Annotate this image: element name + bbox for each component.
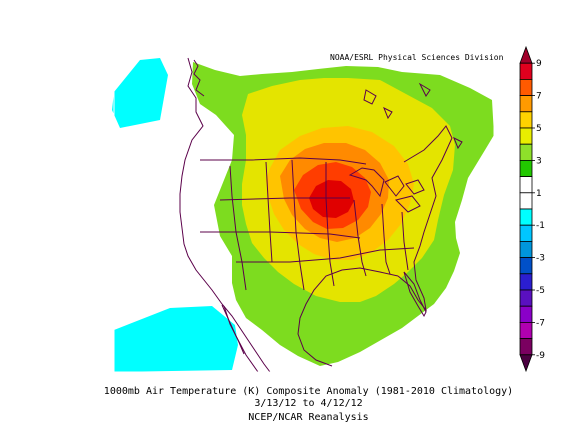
colorbar: 9 7 5 3 1 -1 -3 -5 -7 -9 [519, 45, 545, 373]
caption-dates: 3/13/12 to 4/12/12 [254, 398, 363, 409]
coastlines-and-borders [179, 57, 463, 373]
credit-text: NOAA/ESRL Physical Sciences Division [330, 53, 504, 62]
baja [223, 305, 245, 355]
colorbar-segment [519, 159, 533, 177]
colorbar-segment [519, 224, 533, 242]
colorbar-segment [519, 273, 533, 291]
colorbar-label: -5 [536, 286, 545, 296]
colorbar-segment [519, 257, 533, 275]
colorbar-label: -7 [536, 318, 545, 328]
colorbar-segment [519, 45, 533, 64]
colorbar-label: 3 [536, 156, 542, 166]
colorbar-label: 7 [536, 92, 542, 102]
gulf-coast [297, 267, 399, 367]
colorbar-label: -3 [536, 254, 545, 264]
alaska-panhandle [193, 59, 205, 97]
anomaly-zone-11-plus [309, 180, 354, 218]
caption-title: 1000mb Air Temperature (K) Composite Ano… [103, 386, 514, 397]
colorbar-segment [519, 240, 533, 258]
colorbar-segment [519, 127, 533, 145]
cold-anomaly-pacific-north [112, 58, 168, 128]
colorbar-segment [519, 79, 533, 97]
colorbar-label: 1 [536, 189, 542, 199]
colorbar-segment [519, 192, 533, 210]
colorbar-segment [519, 354, 533, 373]
colorbar-label: -9 [536, 351, 545, 361]
cold-anomaly-pacific-south [114, 306, 238, 372]
colorbar-segment [519, 95, 533, 113]
colorbar-segment [519, 176, 533, 194]
colorbar-label: -1 [536, 221, 545, 231]
colorbar-segment [519, 143, 533, 161]
state-grid-v7 [401, 211, 409, 271]
colorbar-segment [519, 338, 533, 356]
state-grid-v2 [265, 161, 273, 263]
map-frame [113, 44, 495, 373]
pacific-coastline [179, 57, 271, 373]
state-grid-v5 [353, 199, 367, 277]
colorbar-segment [519, 62, 533, 80]
state-grid-v6 [381, 203, 391, 275]
colorbar-segment [519, 289, 533, 307]
state-grid-v1 [229, 165, 247, 291]
state-grid-h1 [219, 197, 350, 201]
us-canada-border [200, 157, 367, 165]
colorbar-segment [519, 305, 533, 323]
colorbar-segment [519, 111, 533, 129]
colorbar-segment [519, 321, 533, 339]
florida [403, 271, 427, 318]
colorbar-segment [519, 208, 533, 226]
state-grid-v4 [325, 162, 335, 287]
hudson-bay-islands [363, 82, 463, 150]
caption-source: NCEP/NCAR Reanalysis [248, 412, 369, 423]
colorbar-label: 9 [536, 59, 542, 69]
colorbar-label: 5 [536, 124, 542, 134]
state-grid-v3 [291, 159, 305, 291]
great-lakes [348, 167, 425, 213]
state-grid-h2 [200, 231, 361, 239]
